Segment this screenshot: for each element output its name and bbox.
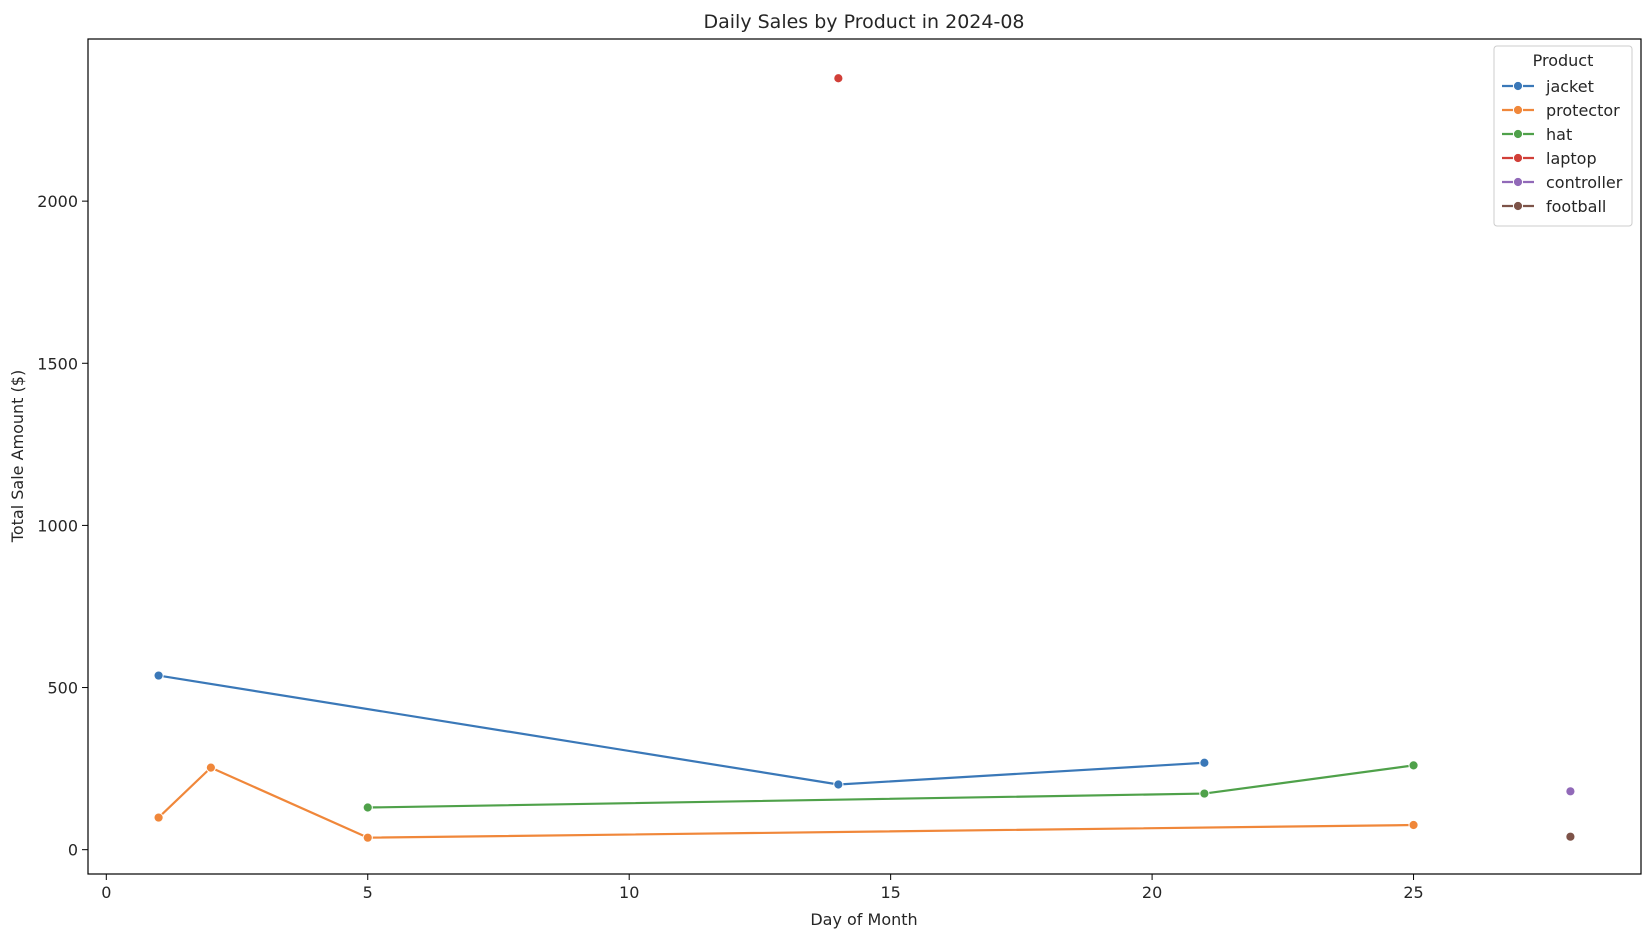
x-tick-label: 0	[101, 883, 111, 902]
legend-label: protector	[1546, 101, 1620, 120]
legend-marker	[1512, 200, 1524, 212]
y-tick-label: 2000	[37, 192, 78, 211]
legend-marker	[1512, 176, 1524, 188]
data-point-hat	[362, 802, 373, 813]
plot-area	[153, 73, 1576, 843]
legend-label: laptop	[1546, 149, 1597, 168]
legend-marker	[1512, 80, 1524, 92]
x-tick-label: 5	[363, 883, 373, 902]
legend-marker	[1512, 104, 1524, 116]
series-laptop	[833, 73, 844, 84]
x-axis-label: Day of Month	[810, 910, 917, 929]
legend-label: controller	[1546, 173, 1623, 192]
legend-item-laptop: laptop	[1502, 149, 1597, 168]
y-axis-label: Total Sale Amount ($)	[8, 370, 27, 543]
series-controller	[1565, 786, 1576, 797]
y-tick-label: 1500	[37, 354, 78, 373]
data-point-protector	[153, 812, 164, 823]
x-tick-label: 10	[619, 883, 639, 902]
legend-label: hat	[1546, 125, 1572, 144]
legend-marker	[1512, 128, 1524, 140]
data-point-controller	[1565, 786, 1576, 797]
legend-item-hat: hat	[1502, 125, 1572, 144]
series-protector	[153, 762, 1419, 843]
y-tick-label: 500	[47, 679, 78, 698]
legend-items: jacket protector hat laptop controller footba…	[1502, 77, 1623, 216]
legend-item-controller: controller	[1502, 173, 1623, 192]
data-point-protector	[1408, 819, 1419, 831]
series-football	[1565, 831, 1576, 842]
x-tick-label: 15	[880, 883, 900, 902]
legend-item-jacket: jacket	[1502, 77, 1594, 96]
data-point-hat	[1199, 788, 1210, 799]
data-point-hat	[1408, 760, 1419, 771]
data-point-jacket	[153, 670, 164, 681]
legend-item-protector: protector	[1502, 101, 1620, 120]
data-point-laptop	[833, 73, 844, 84]
data-point-protector	[205, 762, 216, 773]
y-axis: 0 500 1000 1500 2000	[37, 192, 88, 860]
legend-title: Product	[1533, 51, 1594, 70]
data-point-football	[1565, 831, 1576, 842]
x-tick-label: 20	[1142, 883, 1162, 902]
legend-item-football: football	[1502, 197, 1606, 216]
x-tick-label: 25	[1403, 883, 1423, 902]
x-axis: 0 5 10 15 20 25	[101, 874, 1424, 902]
data-point-jacket	[1199, 757, 1210, 768]
series-jacket	[153, 670, 1210, 790]
plot-frame	[87, 38, 1642, 875]
legend: Product jacket protector hat laptop controll…	[1493, 45, 1633, 227]
data-point-protector	[362, 832, 373, 843]
data-point-jacket	[833, 779, 844, 790]
y-tick-label: 0	[68, 841, 78, 860]
series-line-protector	[157, 766, 1414, 839]
series-hat	[362, 760, 1419, 813]
legend-label: football	[1546, 197, 1606, 216]
legend-label: jacket	[1545, 77, 1594, 96]
y-tick-label: 1000	[37, 516, 78, 535]
legend-marker	[1512, 152, 1524, 164]
chart-title: Daily Sales by Product in 2024-08	[704, 11, 1025, 33]
